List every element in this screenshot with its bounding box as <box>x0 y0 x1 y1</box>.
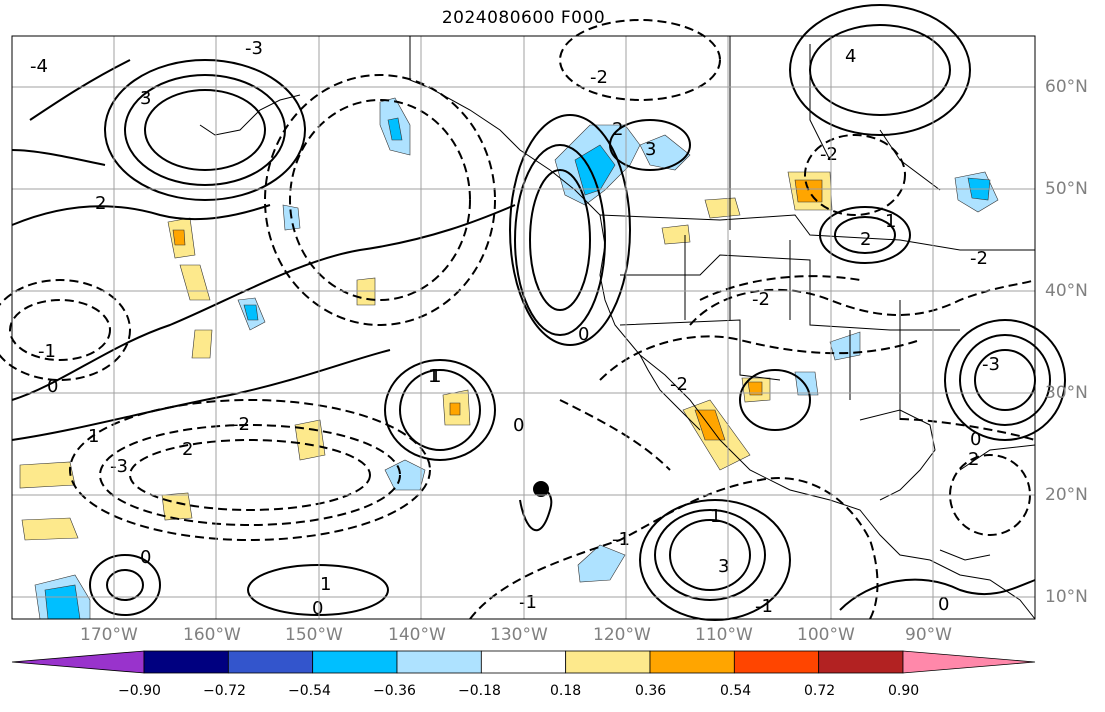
contour-label: -1 <box>755 596 773 617</box>
contour-label: 0 <box>312 598 323 619</box>
contour-label: 3 <box>718 556 729 577</box>
colorbar-tick-label: 0.36 <box>635 683 667 699</box>
lat-label: 60°N <box>1045 77 1088 97</box>
colorbar-tick-label: −0.54 <box>288 683 331 699</box>
contour-label: 2 <box>968 449 979 470</box>
lon-label: 100°W <box>797 625 855 645</box>
contour-label: 0 <box>938 594 949 615</box>
colorbar-bin <box>480 650 567 674</box>
contour-label: 2 <box>860 229 871 250</box>
contour-labels: -4 -3 -2 -1 0 1 2 3 4 -2 -3 0 1 2 -1 0 -… <box>30 38 1000 619</box>
contour-label: 1 <box>88 426 99 447</box>
colorbar-tick-label: 0.72 <box>804 683 836 699</box>
contour-label: -1 <box>612 529 630 550</box>
contour-label: 0 <box>578 324 589 345</box>
contour-label: 0 <box>140 547 151 568</box>
contour-label: 1 <box>710 506 721 527</box>
contour-label: -2 <box>670 374 688 395</box>
contour-label: -3 <box>982 354 1000 375</box>
contour-label: -2 <box>232 414 250 435</box>
contour-label: -2 <box>820 144 838 165</box>
lon-label: 150°W <box>285 625 343 645</box>
lon-label: 130°W <box>490 625 548 645</box>
lon-label: 120°W <box>593 625 651 645</box>
colorbar-bin <box>396 650 482 674</box>
colorbar-tick-label: 0.54 <box>720 683 752 699</box>
contour-label: -4 <box>30 56 48 77</box>
contour-label: 3 <box>140 88 151 109</box>
colorbar-tick-label: 0.18 <box>550 683 582 699</box>
colorbar-bin <box>733 650 820 674</box>
lat-label: 10°N <box>1045 587 1088 607</box>
map-frame <box>11 35 1036 620</box>
contour-label: -1 <box>38 341 56 362</box>
contour-label: 2 <box>182 439 193 460</box>
negative-contours <box>0 19 1036 620</box>
gridlines <box>12 36 1035 619</box>
lon-label: 160°W <box>183 625 241 645</box>
lat-label: 40°N <box>1045 281 1088 301</box>
colorbar-tick-label: −0.18 <box>458 683 501 699</box>
colorbar-bin <box>143 650 229 674</box>
contour-label: -2 <box>970 248 988 269</box>
colorbar-tick-label: −0.36 <box>373 683 416 699</box>
colorbar-bin <box>227 650 314 674</box>
colorbar-bin <box>649 650 735 674</box>
colorbar <box>11 650 1036 674</box>
contour-label: -1 <box>519 592 537 613</box>
colorbar-bin <box>565 650 651 674</box>
contour-label: 0 <box>47 376 58 397</box>
lon-label: 140°W <box>388 625 446 645</box>
shaded-anomalies <box>19 97 999 620</box>
lat-label: 20°N <box>1045 485 1088 505</box>
positive-contours <box>11 4 1066 621</box>
coastlines-and-borders <box>199 36 1036 620</box>
contour-label: -3 <box>110 456 128 477</box>
contour-label: 0 <box>513 415 524 436</box>
colorbar-tick-label: −0.90 <box>118 683 161 699</box>
colorbar-tick-label: 0.90 <box>888 683 920 699</box>
colorbar-extend-high <box>902 650 1036 674</box>
colorbar-extend-low <box>11 650 145 674</box>
colorbar-bin <box>312 650 398 674</box>
contour-label: 2 <box>95 193 106 214</box>
contour-label: 0 <box>970 429 981 450</box>
lat-label: 50°N <box>1045 179 1088 199</box>
colorbar-bin <box>818 650 904 674</box>
contour-label: 1 <box>320 574 331 595</box>
contour-label: -3 <box>245 38 263 59</box>
contour-label: 4 <box>845 46 856 67</box>
lon-label: 90°W <box>905 625 952 645</box>
contour-label: 1 <box>430 366 441 387</box>
contour-label: 3 <box>645 139 656 160</box>
contour-label: -2 <box>590 67 608 88</box>
contour-label: -2 <box>752 289 770 310</box>
contour-label: 2 <box>612 119 623 140</box>
colorbar-tick-label: −0.72 <box>203 683 246 699</box>
storm-center-marker <box>533 481 549 497</box>
map-title: 2024080600 F000 <box>441 8 606 28</box>
contour-label: 1 <box>428 366 439 387</box>
lat-label: 30°N <box>1045 383 1088 403</box>
lon-label: 110°W <box>695 625 753 645</box>
lon-label: 170°W <box>80 625 138 645</box>
contour-label: 1 <box>885 211 896 232</box>
